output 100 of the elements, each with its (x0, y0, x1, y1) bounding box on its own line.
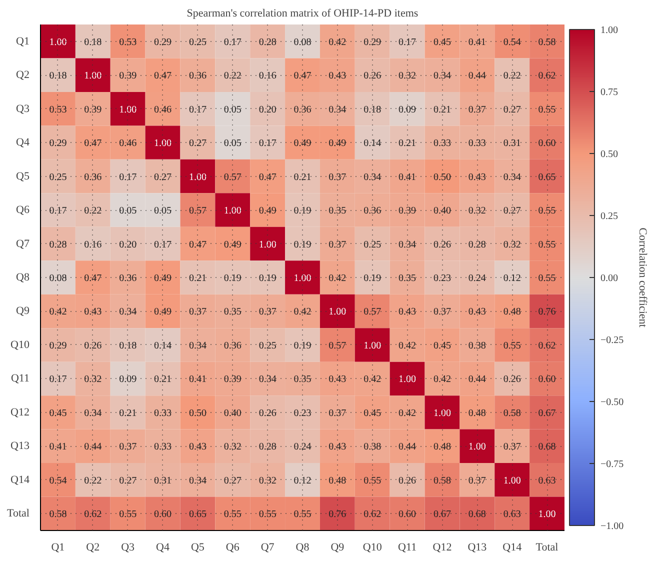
data-label: 1.00 (538, 509, 556, 520)
data-label: 0.48 (468, 408, 486, 419)
data-label: 0.55 (538, 273, 556, 284)
data-label: 0.34 (433, 70, 451, 82)
data-label: 0.43 (84, 306, 102, 318)
data-label: 0.37 (468, 475, 486, 486)
data-label: 0.39 (119, 70, 137, 82)
data-label: 0.68 (468, 509, 486, 520)
color-bar-label: −1.00 (600, 521, 624, 532)
data-label: 1.00 (468, 442, 486, 453)
data-label: 0.41 (49, 442, 67, 453)
data-label: 0.29 (364, 36, 382, 48)
data-label: 0.33 (154, 442, 172, 453)
color-bar-label: −0.50 (600, 397, 624, 408)
y-tick-label: Q5 (16, 170, 30, 182)
data-label: 0.17 (258, 138, 276, 150)
data-label: 0.08 (49, 273, 67, 284)
data-label: 0.14 (154, 340, 172, 352)
data-label: 0.39 (224, 374, 242, 386)
data-label: 0.67 (433, 509, 451, 520)
data-label: 0.23 (433, 273, 451, 284)
data-label: 0.44 (468, 374, 486, 386)
data-label: 0.55 (224, 509, 242, 520)
data-label: 0.43 (328, 374, 346, 386)
data-label: 0.37 (328, 172, 346, 183)
data-label: 0.16 (84, 239, 102, 250)
data-label: 1.00 (503, 475, 521, 486)
data-label: 0.45 (433, 36, 451, 48)
data-label: 0.05 (224, 104, 242, 116)
data-label: 0.68 (538, 442, 556, 453)
data-label: 0.57 (188, 206, 206, 217)
y-tick-label: Q11 (10, 372, 30, 385)
data-label: 0.33 (468, 138, 486, 150)
y-tick-label: Q4 (16, 136, 30, 149)
data-label: 0.25 (364, 239, 382, 250)
data-label: 0.32 (468, 206, 486, 217)
data-label: 0.38 (364, 442, 382, 453)
data-label: 0.21 (188, 273, 206, 284)
data-label: 0.27 (188, 138, 206, 150)
y-tick-label: Q1 (16, 35, 30, 48)
data-label: 0.18 (119, 340, 137, 352)
data-label: 0.36 (294, 104, 312, 116)
x-tick-label: Q3 (121, 542, 136, 554)
data-label: 0.28 (468, 239, 486, 250)
data-label: 0.57 (364, 306, 382, 318)
data-label: 0.19 (224, 273, 242, 284)
data-label: 0.41 (188, 374, 206, 386)
chart-title: Spearman's correlation matrix of OHIP-14-PD items (186, 8, 418, 20)
data-label: 0.42 (294, 306, 312, 318)
y-tick-label: Q14 (10, 474, 30, 486)
y-tick-label: Q12 (10, 406, 30, 418)
data-label: 0.49 (224, 239, 242, 250)
data-label: 0.37 (258, 306, 276, 318)
color-bar-label: −0.25 (600, 335, 624, 346)
data-label: 0.37 (328, 408, 346, 419)
data-label: 1.00 (398, 374, 416, 386)
data-label: 0.05 (154, 206, 172, 217)
data-label: 0.44 (84, 442, 102, 453)
data-label: 0.22 (503, 70, 521, 82)
data-label: 0.65 (538, 172, 556, 183)
x-tick-label: Q2 (86, 542, 100, 554)
data-label: 0.32 (224, 442, 242, 453)
data-label: 0.31 (154, 475, 172, 486)
data-label: 0.27 (119, 475, 137, 486)
data-label: 0.27 (154, 172, 172, 183)
data-label: 0.20 (258, 104, 276, 116)
data-label: 0.28 (49, 239, 67, 250)
x-tick-label: Q1 (51, 542, 65, 554)
data-label: 0.19 (364, 273, 382, 284)
data-label: 0.26 (364, 70, 382, 82)
data-label: 0.58 (503, 408, 521, 419)
data-label: 0.12 (503, 273, 521, 284)
data-label: 0.32 (84, 374, 102, 386)
data-label: 0.24 (294, 442, 312, 453)
data-label: 0.58 (433, 475, 451, 486)
color-bar-label: 0.50 (600, 149, 618, 160)
data-label: 0.34 (364, 172, 382, 183)
data-label: 0.19 (294, 239, 312, 250)
data-label: 0.48 (433, 442, 451, 453)
y-tick-label: Q2 (16, 69, 30, 82)
data-label: 0.24 (468, 273, 486, 284)
data-label: 1.00 (49, 36, 67, 48)
data-label: 0.60 (398, 509, 416, 520)
data-label: 0.21 (294, 172, 312, 183)
data-label: 0.43 (328, 70, 346, 82)
data-label: 0.76 (538, 306, 556, 318)
data-label: 0.22 (224, 70, 242, 82)
data-label: 0.60 (154, 509, 172, 520)
data-label: 0.42 (328, 36, 346, 48)
data-label: 0.25 (188, 36, 206, 48)
data-label: 0.55 (364, 475, 382, 486)
data-label: 0.40 (433, 206, 451, 217)
data-label: 0.18 (84, 36, 102, 48)
x-tick-label: Q11 (398, 542, 417, 554)
data-label: 0.58 (49, 509, 67, 520)
data-label: 0.42 (328, 273, 346, 284)
x-tick-label: Q6 (226, 542, 240, 554)
data-label: 1.00 (188, 172, 206, 183)
x-tick-label: Q9 (330, 542, 345, 554)
data-label: 0.55 (119, 509, 137, 520)
